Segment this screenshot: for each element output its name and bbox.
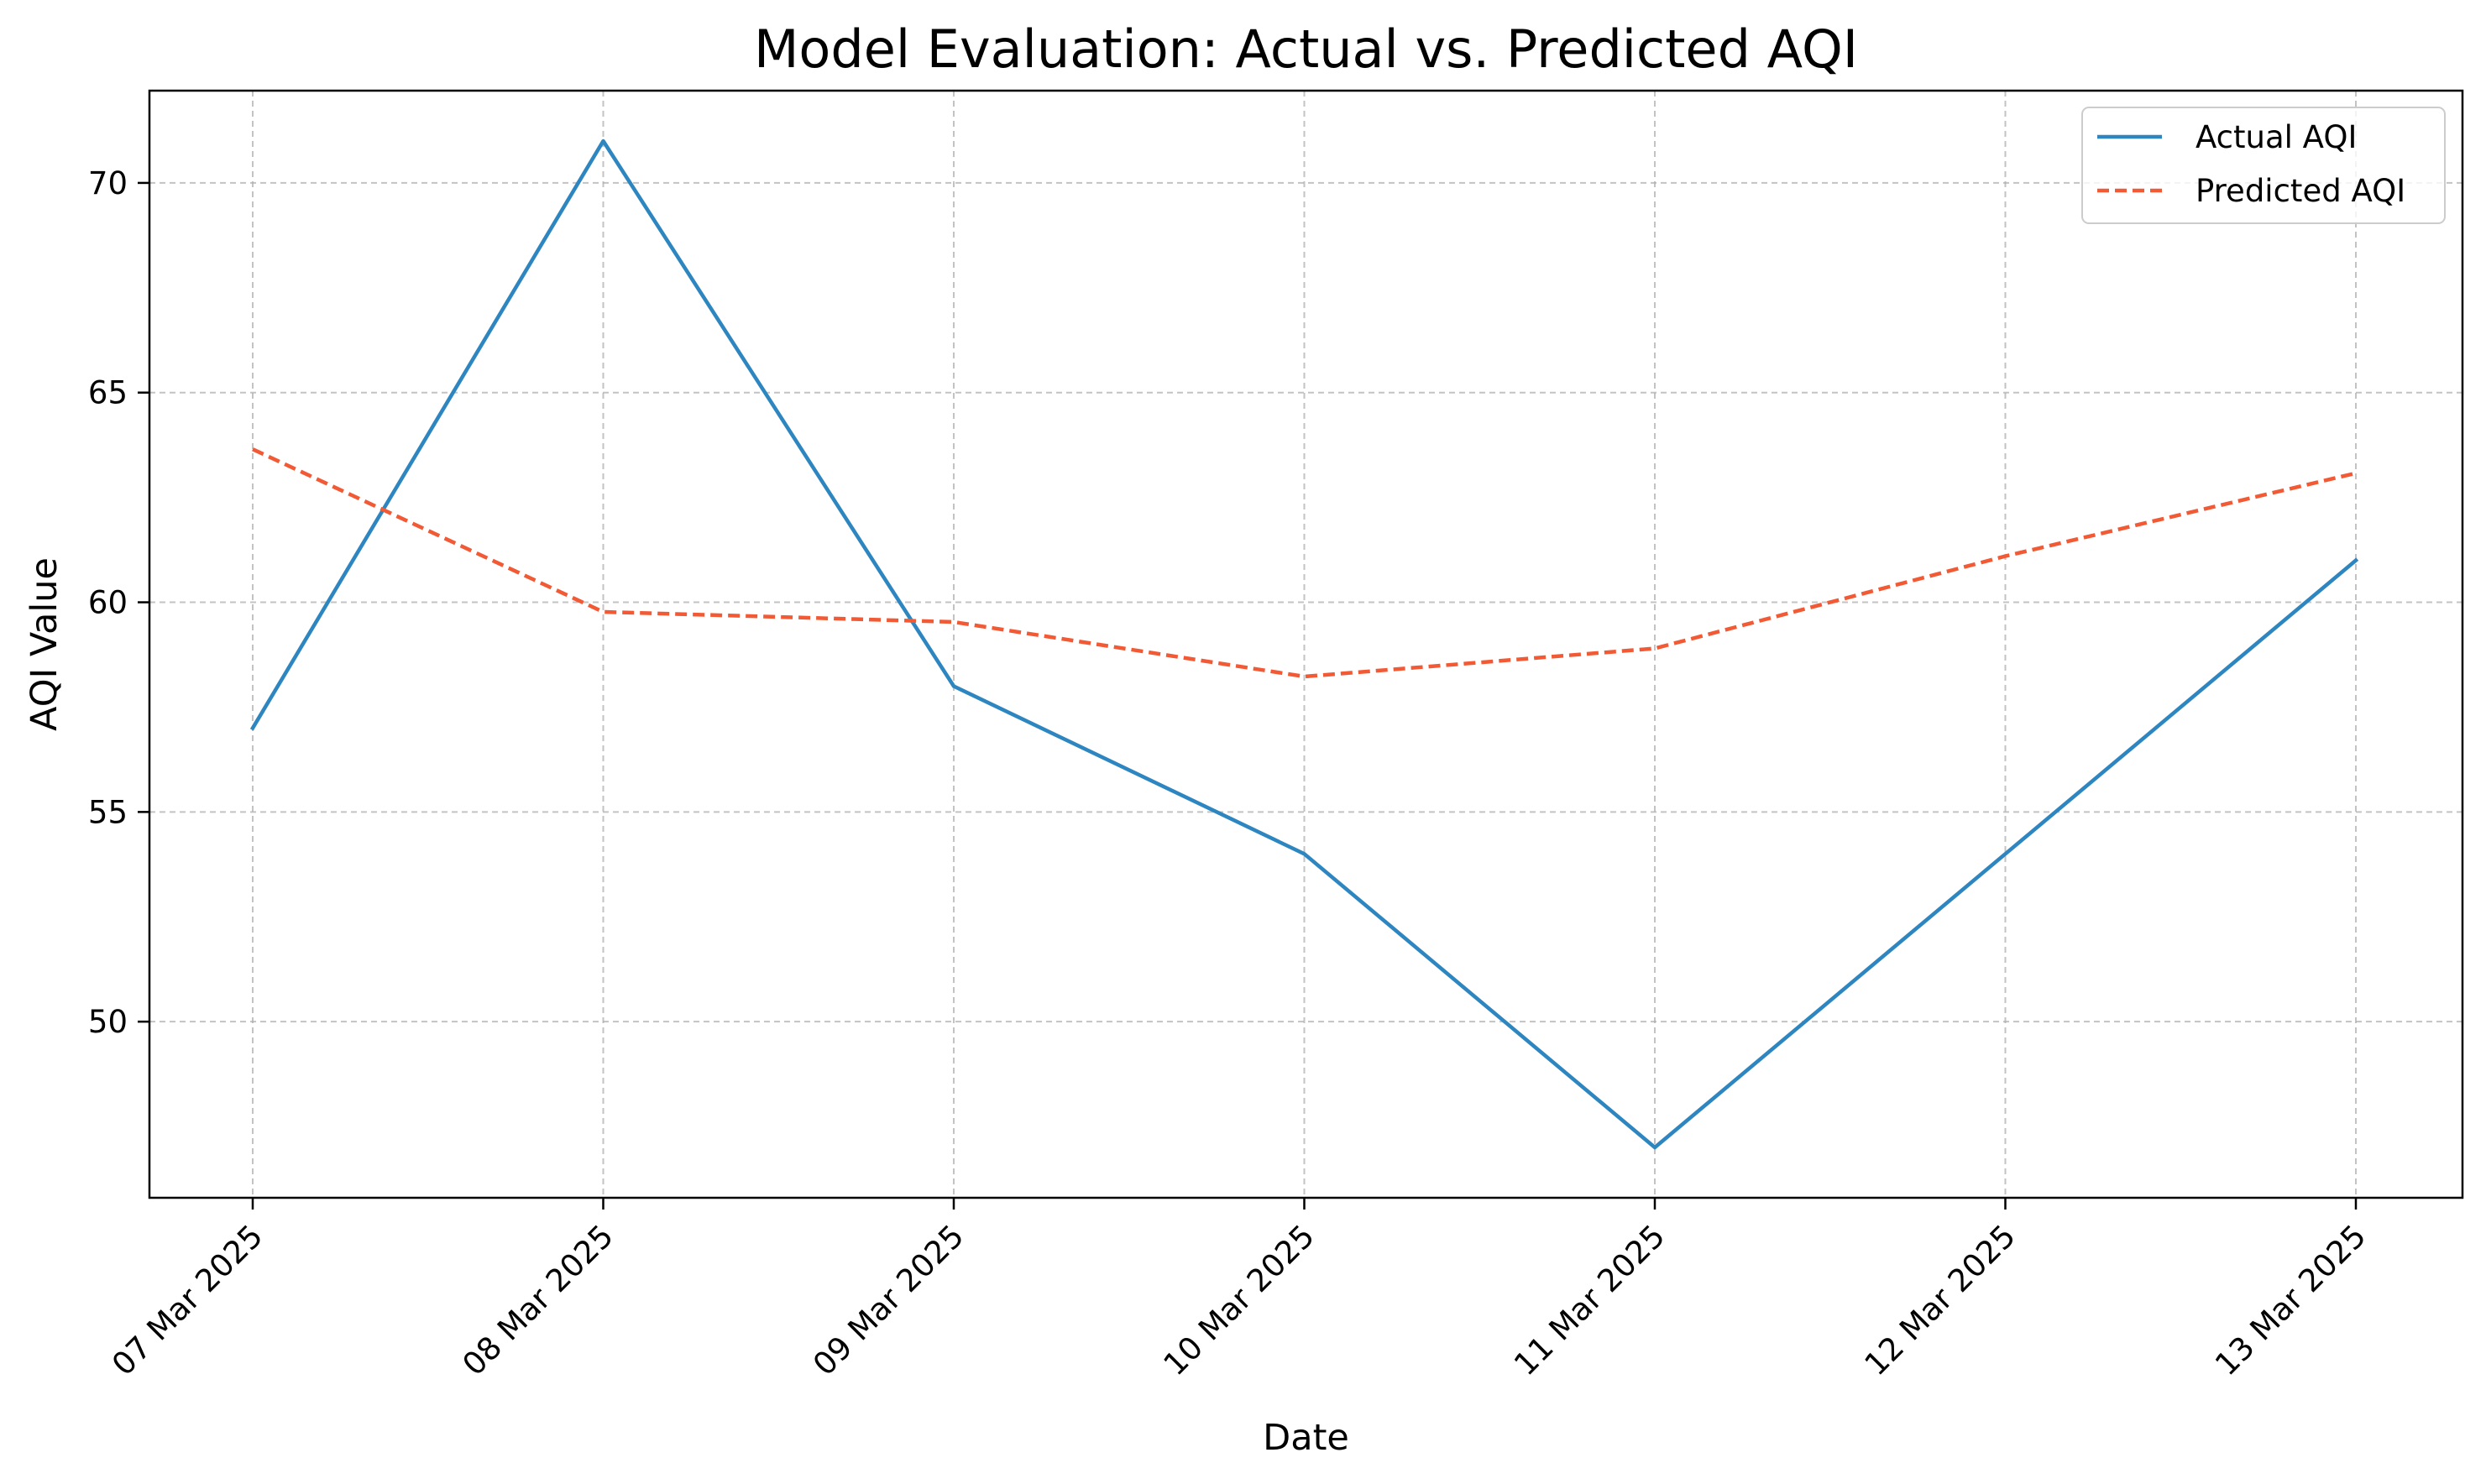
y-tick-label: 50 <box>88 1004 128 1040</box>
legend: Actual AQI Predicted AQI <box>2081 107 2446 224</box>
y-tick-label: 55 <box>88 794 128 830</box>
x-axis-title: Date <box>1263 1417 1349 1459</box>
y-tick-label: 65 <box>88 375 128 411</box>
y-tick-label: 70 <box>88 165 128 201</box>
series-line-actual-aqi <box>249 138 2359 1150</box>
grid-layer <box>149 91 2462 1198</box>
legend-box <box>2081 107 2446 224</box>
legend-label: Predicted AQI <box>2196 173 2405 209</box>
series-line-predicted-aqi <box>252 447 2357 679</box>
legend-label: Actual AQI <box>2196 119 2357 155</box>
y-axis-title: AQI Value <box>24 557 65 731</box>
series-layer <box>249 138 2359 1150</box>
y-tick-label: 60 <box>88 585 128 621</box>
plot-area-frame <box>148 89 2464 1199</box>
chart-title: Model Evaluation: Actual vs. Predicted A… <box>754 18 1858 80</box>
